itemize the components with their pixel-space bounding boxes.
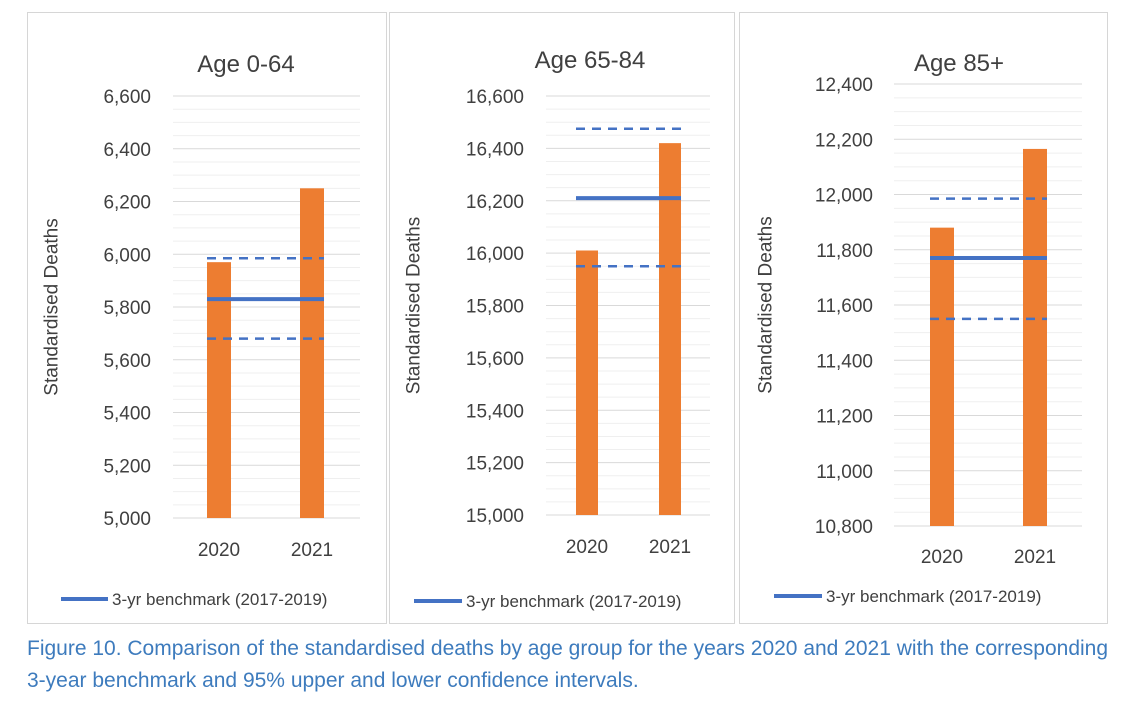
- y-tick-label: 12,400: [815, 75, 873, 96]
- legend-label: 3-yr benchmark (2017-2019): [466, 592, 681, 611]
- y-tick-label: 11,400: [816, 351, 873, 372]
- y-tick-label: 12,000: [815, 186, 873, 207]
- y-tick-label: 6,200: [103, 193, 151, 214]
- y-tick-label: 15,800: [466, 297, 524, 318]
- x-tick-label: 2020: [566, 537, 608, 558]
- bar-2021: [1023, 148, 1047, 526]
- chart-title: Age 0-64: [197, 51, 294, 78]
- y-tick-label: 15,600: [466, 349, 524, 370]
- legend-label: 3-yr benchmark (2017-2019): [826, 587, 1041, 606]
- y-tick-label: 11,800: [816, 241, 873, 262]
- y-tick-label: 5,800: [103, 298, 151, 319]
- y-tick-label: 16,600: [466, 87, 524, 108]
- y-tick-label: 15,200: [466, 454, 524, 475]
- y-axis-label: Standardised Deaths: [756, 216, 777, 393]
- y-tick-label: 15,000: [466, 506, 524, 527]
- chart-title: Age 65-84: [535, 47, 646, 74]
- bar-2020: [207, 262, 231, 518]
- y-tick-label: 6,000: [103, 245, 151, 266]
- y-tick-label: 11,600: [816, 296, 873, 317]
- x-tick-label: 2021: [291, 540, 333, 561]
- chart-panel-age-0-64: 5,000 5,200 5,400 5,600 5,800 6,000 6,200 6,400…: [27, 12, 387, 624]
- x-tick-label: 2021: [649, 537, 691, 558]
- y-tick-label: 11,000: [816, 462, 873, 483]
- bar-2020: [930, 227, 954, 526]
- y-tick-label: 6,400: [103, 140, 151, 161]
- bar-2021: [659, 143, 681, 515]
- x-tick-label: 2021: [1014, 547, 1056, 568]
- chart-panel-age-85-plus: 10,800 11,000 11,200 11,400 11,600 11,800 12,0…: [739, 12, 1108, 624]
- chart-title: Age 85+: [914, 50, 1004, 77]
- y-tick-label: 6,600: [103, 87, 151, 108]
- y-axis-label: Standardised Deaths: [42, 218, 63, 395]
- x-tick-label: 2020: [921, 547, 963, 568]
- y-tick-label: 16,200: [466, 192, 524, 213]
- y-tick-label: 10,800: [815, 517, 873, 538]
- x-tick-label: 2020: [198, 540, 240, 561]
- y-tick-label: 15,400: [466, 401, 524, 422]
- bar-2021: [300, 188, 324, 518]
- figure-caption: Figure 10. Comparison of the standardise…: [27, 637, 1109, 692]
- chart-svg: 5,000 5,200 5,400 5,600 5,800 6,000 6,200 6,400…: [42, 51, 360, 609]
- legend-label: 3-yr benchmark (2017-2019): [112, 590, 327, 609]
- chart-svg: 15,000 15,200 15,400 15,600 15,800 16,000 16,2…: [404, 47, 710, 611]
- y-tick-label: 16,400: [466, 139, 524, 160]
- y-tick-label: 12,200: [815, 130, 873, 151]
- y-tick-label: 5,400: [103, 404, 151, 425]
- y-tick-label: 5,000: [103, 509, 151, 530]
- bar-2020: [576, 250, 598, 515]
- y-tick-label: 11,200: [816, 407, 873, 428]
- y-axis-label: Standardised Deaths: [404, 217, 425, 394]
- chart-svg: 10,800 11,000 11,200 11,400 11,600 11,800 12,0…: [756, 50, 1082, 606]
- chart-panel-age-65-84: 15,000 15,200 15,400 15,600 15,800 16,000 16,2…: [389, 12, 735, 624]
- y-tick-label: 16,000: [466, 244, 524, 265]
- y-tick-label: 5,600: [103, 351, 151, 372]
- y-tick-label: 5,200: [103, 456, 151, 477]
